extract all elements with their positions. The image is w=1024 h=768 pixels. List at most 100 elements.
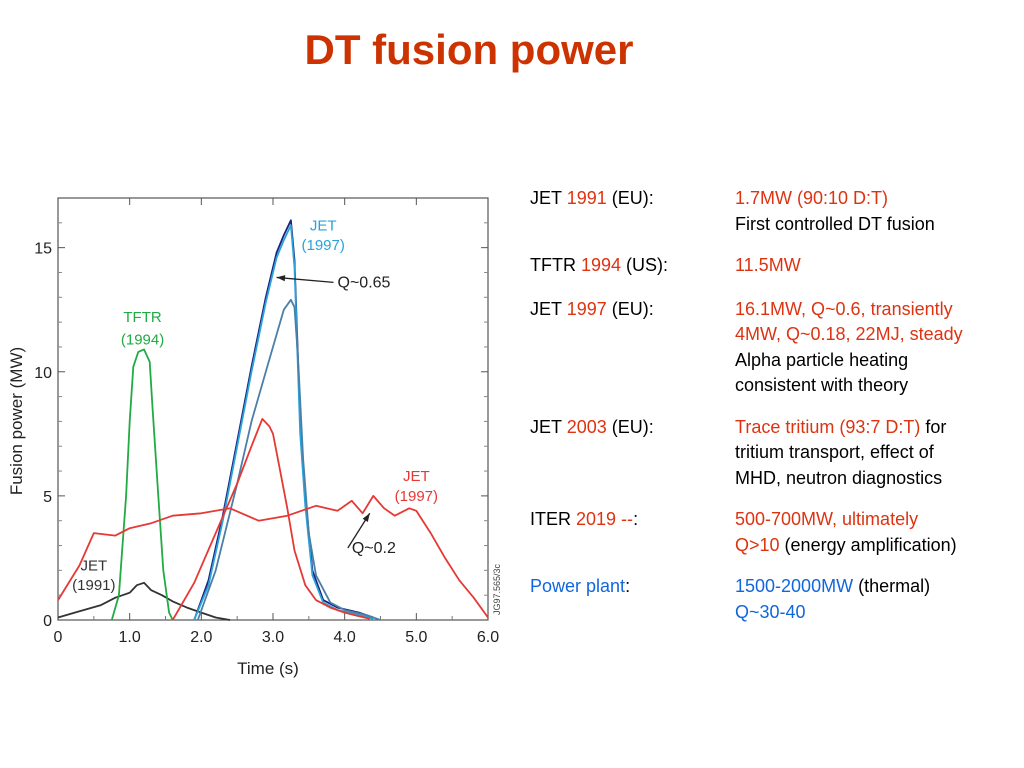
description-line: MHD, neutron diagnostics	[735, 466, 1020, 492]
milestone-row: JET 1997 (EU): 16.1MW, Q~0.6, transiently…	[530, 297, 1020, 399]
description-segment: 16.1MW, Q~0.6, transiently	[735, 298, 953, 319]
milestone-label: ITER 2019 --:	[530, 507, 638, 533]
description-segment: Trace tritium (93:7 D:T)	[735, 416, 921, 437]
milestone-description: 16.1MW, Q~0.6, transiently 4MW, Q~0.18, 2…	[735, 297, 1020, 399]
description-line: 1500-2000MW (thermal)	[735, 574, 1020, 600]
annotation-label: (1991)	[72, 577, 115, 594]
x-tick-label: 3.0	[262, 629, 284, 646]
description-line: 500-700MW, ultimately	[735, 507, 1020, 533]
milestone-row: JET 2003 (EU): Trace tritium (93:7 D:T) f…	[530, 415, 1020, 492]
label-segment: (US):	[621, 255, 669, 275]
milestone-description: 500-700MW, ultimately Q>10 (energy amplif…	[735, 507, 1020, 558]
description-segment: 11.5MW	[735, 255, 801, 275]
series-line-3	[193, 219, 374, 621]
description-line: Trace tritium (93:7 D:T) for	[735, 415, 1020, 441]
milestone-description: Trace tritium (93:7 D:T) for tritium tran…	[735, 415, 1020, 492]
milestone-description: 11.5MW	[735, 253, 1020, 279]
milestone-description: 1.7MW (90:10 D:T) First controlled DT fus…	[735, 186, 1020, 237]
description-line: Q>10 (energy amplification)	[735, 533, 1020, 559]
series-line-6	[171, 417, 371, 621]
description-segment: consistent with theory	[735, 375, 909, 395]
description-segment: 4MW, Q~0.18, 22MJ, steady	[735, 324, 963, 344]
series-line-5	[196, 298, 381, 621]
milestone-label: JET 1997 (EU):	[530, 297, 654, 323]
description-segment: 1500-2000MW	[735, 576, 854, 596]
milestone-row: Power plant: 1500-2000MW (thermal) Q~30-40	[530, 574, 1020, 625]
y-axis-label: Fusion power (MW)	[7, 347, 26, 495]
description-line: 11.5MW	[735, 253, 1020, 279]
description-segment: 1.7MW (90:10 D:T)	[735, 188, 889, 208]
label-segment: ITER	[530, 509, 577, 529]
label-segment: :	[633, 509, 639, 529]
annotation-arrowhead	[276, 275, 286, 282]
milestone-description: 1500-2000MW (thermal) Q~30-40	[735, 574, 1020, 625]
annotation-label: JET	[80, 557, 107, 574]
description-line: Q~30-40	[735, 600, 1020, 626]
label-segment: Power plant	[530, 576, 626, 596]
label-segment: JET	[530, 188, 567, 208]
description-line: 1.7MW (90:10 D:T)	[735, 186, 1020, 212]
label-segment: 1997	[566, 298, 607, 319]
label-segment: JET	[530, 416, 567, 437]
description-segment: MHD, neutron diagnostics	[735, 467, 943, 488]
series-line-4	[193, 224, 374, 621]
description-segment: (energy amplification)	[779, 534, 957, 555]
description-line: tritium transport, effect of	[735, 440, 1020, 466]
annotation-label: TFTR	[123, 309, 161, 326]
x-tick-label: 2.0	[190, 629, 212, 646]
description-segment: Q>10	[735, 534, 780, 555]
milestone-label: Power plant:	[530, 574, 630, 600]
label-segment: :	[625, 576, 631, 596]
milestone-row: ITER 2019 --: 500-700MW, ultimately Q>10 (…	[530, 507, 1020, 558]
annotation-label: JET	[310, 217, 337, 234]
description-segment: First controlled DT fusion	[735, 213, 935, 234]
x-tick-label: 6.0	[477, 629, 499, 646]
description-segment: for	[920, 416, 947, 437]
label-segment: JET	[530, 298, 567, 319]
page-title: DT fusion power	[304, 26, 634, 73]
milestone-label: JET 1991 (EU):	[530, 186, 654, 212]
milestone-label: TFTR 1994 (US):	[530, 253, 668, 279]
annotation-label: JET	[403, 468, 430, 485]
annotation-label: Q~0.2	[352, 540, 396, 557]
milestone-row: JET 1991 (EU): 1.7MW (90:10 D:T) First con…	[530, 186, 1020, 237]
description-line: 4MW, Q~0.18, 22MJ, steady	[735, 322, 1020, 348]
label-segment: (EU):	[606, 416, 654, 437]
x-axis-label: Time (s)	[237, 659, 299, 678]
series-line-7	[57, 494, 489, 619]
milestone-row: TFTR 1994 (US): 11.5MW	[530, 253, 1020, 279]
annotation-arrowhead	[362, 513, 370, 523]
x-tick-label: 4.0	[334, 629, 356, 646]
x-tick-label: 0	[54, 629, 63, 646]
annotation-arrow	[276, 276, 334, 284]
description-line: Alpha particle heating	[735, 348, 1020, 374]
series-line-1	[57, 581, 231, 621]
fusion-milestones-list: JET 1991 (EU): 1.7MW (90:10 D:T) First con…	[530, 186, 1020, 641]
label-segment: 2003	[566, 416, 607, 437]
x-tick-label: 1.0	[119, 629, 141, 646]
description-segment: Alpha particle heating	[735, 349, 909, 370]
description-segment: (thermal)	[853, 576, 931, 596]
label-segment: (EU):	[606, 298, 654, 319]
description-segment: tritium transport, effect of	[735, 442, 934, 462]
annotation-label: (1997)	[301, 237, 344, 254]
description-line: 16.1MW, Q~0.6, transiently	[735, 297, 1020, 323]
y-tick-label: 5	[43, 489, 52, 506]
y-tick-label: 0	[43, 613, 52, 630]
description-segment: Q~30-40	[735, 601, 806, 622]
figure-code: JG97.565/3c	[492, 563, 502, 615]
fusion-power-chart: 0 1.0 2.0 3.0 4.0 5.0 6.0 0 5 10 15 Time (s) Fusion …	[7, 197, 502, 678]
label-segment: 1991	[566, 188, 607, 208]
y-tick-label: 10	[34, 365, 52, 382]
annotation-label: (1994)	[121, 331, 164, 348]
label-segment: TFTR	[530, 255, 581, 275]
label-segment: 1994	[581, 255, 622, 275]
y-tick-label: 15	[34, 241, 52, 258]
label-segment: 2019 --	[576, 509, 634, 529]
description-line: First controlled DT fusion	[735, 212, 1020, 238]
label-segment: (EU):	[606, 188, 654, 208]
annotation-label: Q~0.65	[338, 274, 391, 291]
description-line: consistent with theory	[735, 373, 1020, 399]
series-line-2	[110, 348, 174, 621]
x-tick-label: 5.0	[405, 629, 427, 646]
